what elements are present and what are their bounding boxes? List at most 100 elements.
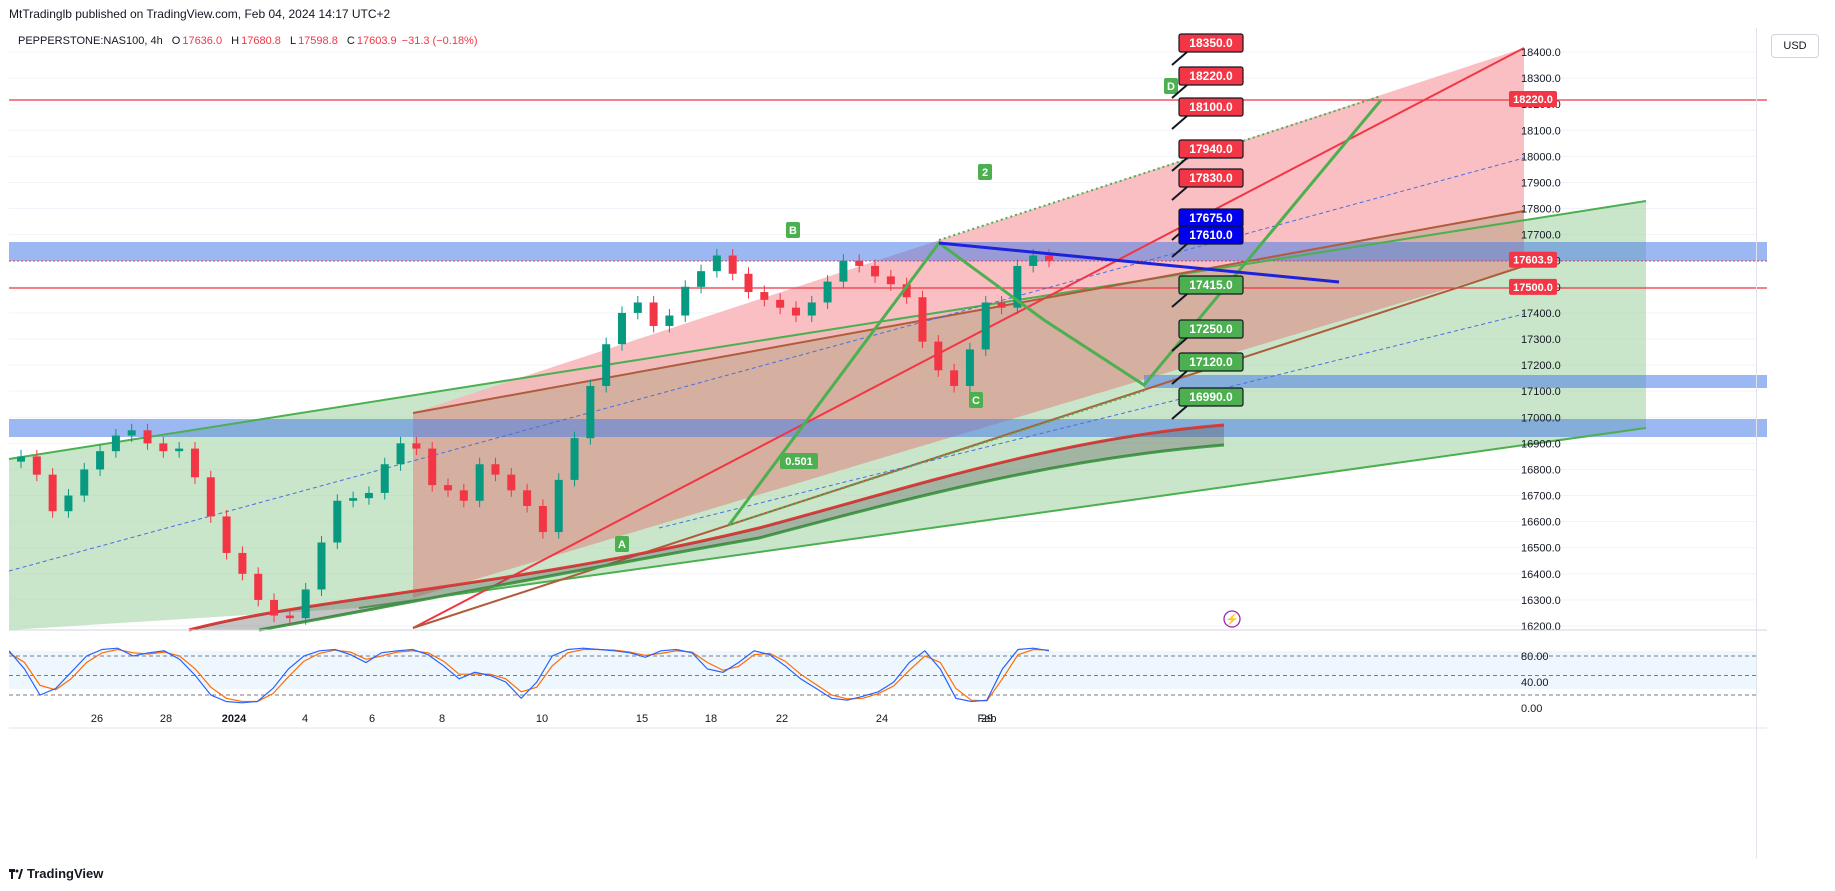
time-tick-label: 29 (981, 713, 993, 725)
candle (412, 443, 421, 449)
candle (32, 456, 41, 475)
time-tick-label: 8 (439, 713, 445, 725)
candle (127, 430, 136, 436)
candle (681, 286, 690, 316)
legend-high: 17680.8 (241, 35, 281, 47)
price-tag-label: 18220.0 (1513, 94, 1553, 106)
price-tag-label: 17500.0 (1513, 282, 1553, 294)
red-channel-fill (413, 48, 1524, 598)
target-label: 17675.0 (1189, 211, 1233, 225)
target-pointer (1171, 293, 1188, 308)
price-tick-label: 17000.0 (1521, 412, 1561, 424)
candle (238, 552, 247, 574)
price-tick-label: 17300.0 (1521, 334, 1561, 346)
candle (459, 490, 468, 501)
candle (491, 464, 500, 475)
candle (285, 615, 294, 619)
pattern-point-label: B (789, 225, 797, 237)
candle (918, 297, 927, 342)
candle (523, 490, 532, 506)
currency-button[interactable]: USD (1771, 34, 1819, 58)
target-box (1178, 33, 1244, 53)
fib-label: 0.501 (785, 456, 813, 468)
lower-blue-zone (9, 419, 1767, 437)
candle (254, 573, 263, 600)
time-tick-label: 22 (776, 713, 788, 725)
price-tags: 18220.0 17603.9 17500.0 (1509, 90, 1557, 295)
price-tick-label: 16500.0 (1521, 543, 1561, 555)
candles (17, 248, 1053, 625)
candle (380, 464, 389, 493)
price-tick-label: 16800.0 (1521, 464, 1561, 476)
time-tick-label: 10 (536, 713, 548, 725)
candle (665, 315, 674, 326)
price-tick-label: 18400.0 (1521, 47, 1561, 59)
candle (1045, 255, 1053, 261)
candle (776, 299, 785, 308)
candle (649, 302, 658, 326)
pattern-point-label: C (972, 395, 980, 407)
chart-legend: PEPPERSTONE:NAS100, 4h O 17636.0 H 17680.8… (18, 35, 478, 47)
candle (633, 302, 642, 313)
target-label: 17120.0 (1189, 355, 1233, 369)
target-label: 18100.0 (1189, 100, 1233, 114)
green-channel-bottom (358, 427, 1647, 609)
pattern-point-marker (969, 392, 983, 408)
dashed-midline-1 (8, 157, 1525, 572)
target-pointer (1171, 370, 1188, 385)
target-pointer (1171, 115, 1188, 130)
candle (934, 341, 943, 371)
price-tag (1509, 251, 1557, 268)
price-tick-label: 17700.0 (1521, 230, 1561, 242)
candle (602, 344, 611, 386)
candle (301, 589, 310, 619)
candle (902, 284, 911, 298)
target-label: 17940.0 (1189, 142, 1233, 156)
upper-blue-zone (9, 242, 1767, 261)
legend-high-label: H (231, 35, 240, 47)
price-tick-label: 16900.0 (1521, 438, 1561, 450)
candle (80, 469, 89, 496)
target-box (1178, 275, 1244, 295)
time-tick-label: 2024 (222, 713, 247, 725)
green-channel-top (8, 200, 1647, 460)
target-box (1178, 139, 1244, 159)
pattern-point-marker (615, 536, 629, 552)
candle (17, 456, 25, 462)
price-tick-label: 18100.0 (1521, 125, 1561, 137)
candle (965, 349, 974, 386)
legend-open-label: O (171, 35, 181, 47)
pattern-point-marker (1164, 78, 1178, 94)
candle (538, 505, 547, 533)
target-pointer (1171, 337, 1188, 352)
price-tick-label: 16600.0 (1521, 517, 1561, 529)
target-pointer (1171, 186, 1188, 201)
legend-open: 17636.0 (182, 35, 223, 47)
lightning-glyph: ⚡ (1225, 613, 1239, 626)
candle (791, 307, 800, 316)
overlap-fill (413, 211, 1524, 598)
brown-channel-upper (412, 210, 1525, 414)
price-tag (1509, 90, 1557, 107)
candle (159, 443, 168, 452)
target-pointer (1171, 51, 1188, 66)
legend-low-label: L (289, 35, 297, 47)
target-pointer (1171, 405, 1188, 420)
publisher-line: MtTradinglb published on TradingView.com… (9, 7, 391, 21)
ma-red (188, 423, 1225, 632)
candle (807, 302, 816, 316)
candle (111, 435, 120, 452)
candle (317, 542, 326, 590)
candle (64, 495, 73, 512)
lightning-icon (1223, 610, 1241, 628)
time-tick-label: 4 (302, 713, 308, 725)
chart-frame[interactable]: A B C 2 D 0.501 18350.0 18220.0 18100.0 17940.0 1… (8, 28, 1767, 858)
candle (396, 443, 405, 465)
candle (175, 448, 184, 452)
pattern-point-label: A (618, 539, 626, 551)
candle (333, 500, 342, 543)
candle (143, 430, 152, 444)
candle (823, 281, 832, 303)
